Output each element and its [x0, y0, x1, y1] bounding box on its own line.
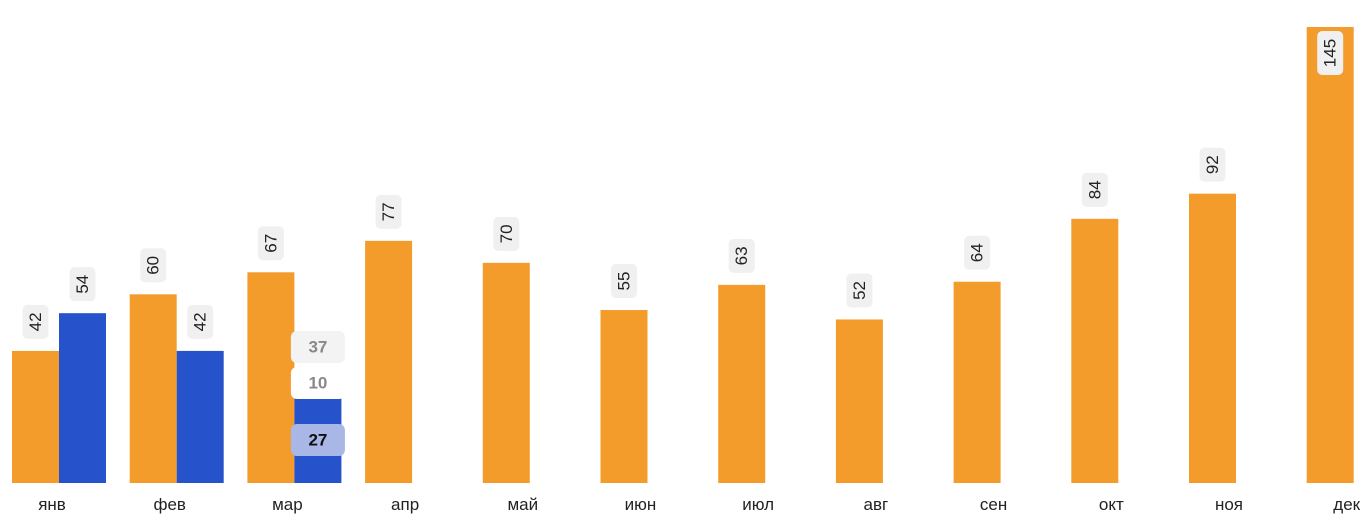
- bar-май-series-1: [483, 263, 530, 483]
- data-label-сен-series-1-text: 64: [968, 243, 987, 262]
- x-tick-label-окт: окт: [1099, 495, 1124, 514]
- data-label-июн-series-1: 55: [611, 264, 637, 298]
- annotation-мар-2: 10: [291, 367, 345, 399]
- data-label-мар-series-1-text: 67: [261, 234, 280, 253]
- annotation-мар-1: 37: [291, 331, 345, 363]
- x-tick-label-дек: дек: [1333, 495, 1360, 514]
- x-axis-tick-labels: янв фев мар апр май июн июл авг сен окт ноя дек: [38, 495, 1360, 514]
- x-tick-label-май: май: [507, 495, 538, 514]
- x-tick-label-июн: июн: [625, 495, 657, 514]
- data-label-дек-series-1: 145: [1317, 31, 1343, 75]
- bar-ноя-series-1: [1189, 194, 1236, 483]
- data-label-май-series-1: 70: [493, 217, 519, 251]
- x-tick-label-сен: сен: [980, 495, 1007, 514]
- data-label-июл-series-1: 63: [729, 239, 755, 273]
- bar-окт-series-1: [1071, 219, 1118, 483]
- data-label-янв-series-1-text: 42: [26, 312, 45, 331]
- data-label-фев-series-2: 42: [187, 305, 213, 339]
- annotation-text: 27: [308, 431, 327, 450]
- annotation-text: 37: [308, 338, 327, 357]
- data-label-окт-series-1: 84: [1082, 173, 1108, 207]
- data-label-янв-series-2: 54: [70, 267, 96, 301]
- bar-фев-series-2: [177, 351, 224, 483]
- bar-июл-series-1: [718, 285, 765, 483]
- bar-фев-series-1: [130, 294, 177, 483]
- data-label-апр-series-1-text: 77: [379, 202, 398, 221]
- annotation-text: 10: [308, 374, 327, 393]
- data-label-апр-series-1: 77: [376, 195, 402, 229]
- x-tick-label-мар: мар: [272, 495, 303, 514]
- annotation-мар-3: 27: [291, 424, 345, 456]
- data-label-июл-series-1-text: 63: [732, 246, 751, 265]
- data-label-окт-series-1-text: 84: [1085, 180, 1104, 199]
- data-label-фев-series-1-text: 60: [144, 256, 163, 275]
- data-label-дек-series-1-text: 145: [1321, 39, 1340, 67]
- x-tick-label-апр: апр: [391, 495, 419, 514]
- data-label-май-series-1-text: 70: [497, 224, 516, 243]
- data-label-авг-series-1-text: 52: [850, 281, 869, 300]
- data-label-авг-series-1: 52: [846, 273, 872, 307]
- data-label-ноя-series-1-text: 92: [1203, 155, 1222, 174]
- x-tick-label-янв: янв: [38, 495, 66, 514]
- bar-апр-series-1: [365, 241, 412, 483]
- data-label-июн-series-1-text: 55: [615, 272, 634, 291]
- x-tick-label-фев: фев: [153, 495, 185, 514]
- data-label-янв-series-2-text: 54: [73, 275, 92, 294]
- bar-мар-series-1: [247, 272, 294, 483]
- data-label-мар-series-1: 67: [258, 226, 284, 260]
- data-label-фев-series-1: 60: [140, 248, 166, 282]
- bar-дек-series-1: [1307, 27, 1354, 483]
- data-label-сен-series-1: 64: [964, 236, 990, 270]
- bar-сен-series-1: [954, 282, 1001, 483]
- x-tick-label-июл: июл: [742, 495, 774, 514]
- x-tick-label-ноя: ноя: [1215, 495, 1243, 514]
- bar-янв-series-1: [12, 351, 59, 483]
- data-label-ноя-series-1: 92: [1200, 148, 1226, 182]
- bar-авг-series-1: [836, 319, 883, 483]
- data-label-фев-series-2-text: 42: [191, 312, 210, 331]
- x-tick-label-авг: авг: [864, 495, 889, 514]
- bar-июн-series-1: [601, 310, 648, 483]
- bar-янв-series-2: [59, 313, 106, 483]
- data-label-янв-series-1: 42: [23, 305, 49, 339]
- bars-layer: [12, 27, 1354, 483]
